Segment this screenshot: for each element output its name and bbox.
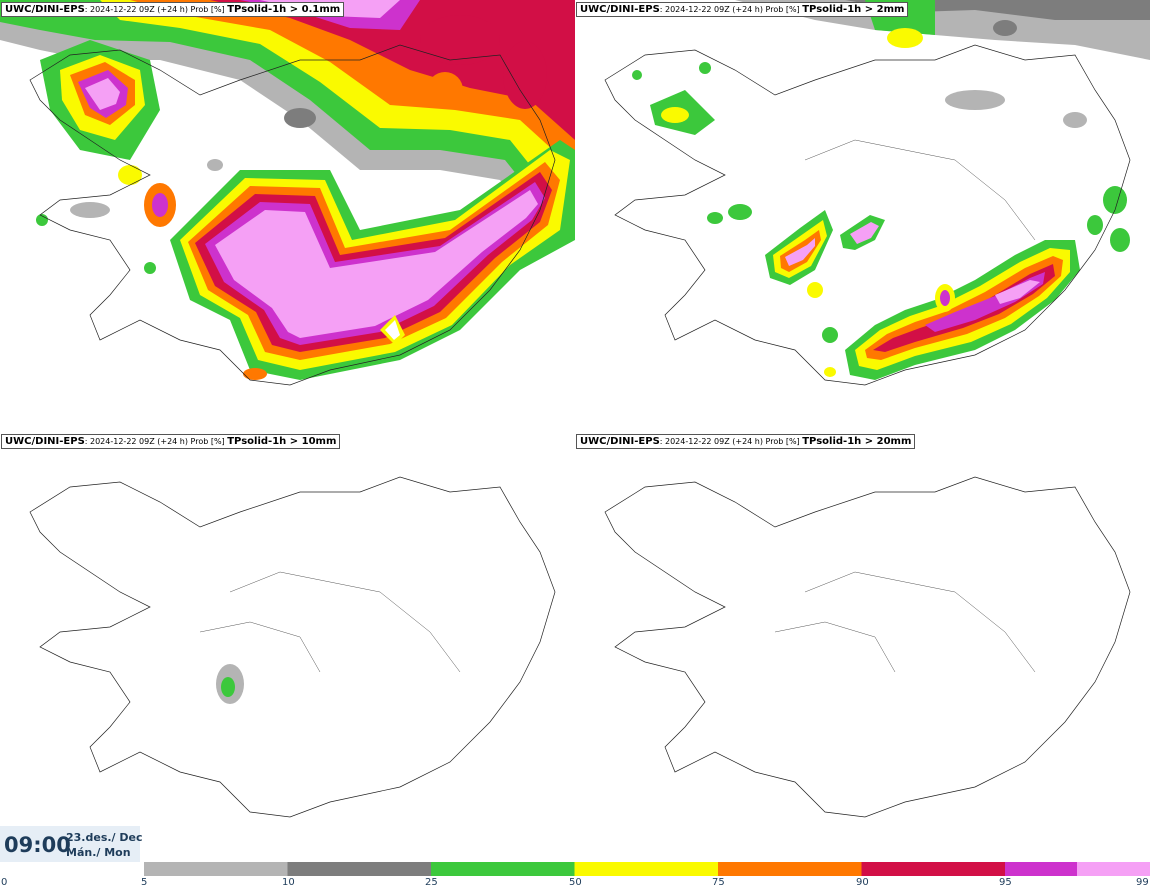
colorbar-segment [1005, 862, 1077, 876]
colorbar-segment [144, 862, 288, 876]
variable-label: TPsolid-1h > 20mm [802, 436, 912, 447]
map-panel-10mm: UWC/DINI-EPS: 2024-12-22 09Z (+24 h) Pro… [0, 432, 575, 864]
colorbar-segment [574, 862, 718, 876]
valid-time: 09:00 [4, 833, 71, 857]
variable-label: TPsolid-1h > 0.1mm [227, 4, 341, 15]
colorbar-segment [718, 862, 862, 876]
colorbar-tick: 95 [999, 877, 1012, 888]
colorbar-segment [431, 862, 575, 876]
panel-title: UWC/DINI-EPS: 2024-12-22 09Z (+24 h) Pro… [1, 434, 341, 449]
model-name: UWC/DINI-EPS [5, 436, 85, 447]
variable-label: TPsolid-1h > 2mm [802, 4, 905, 15]
colorbar-tick: 75 [712, 877, 725, 888]
colorbar-segment [1077, 862, 1150, 876]
colorbar-tick: 5 [141, 877, 148, 888]
colorbar-tick: 0 [1, 877, 8, 888]
colorbar-tick: 99 [1136, 877, 1149, 888]
time-box [0, 826, 140, 862]
map-panel-0p1mm: UWC/DINI-EPS: 2024-12-22 09Z (+24 h) Pro… [0, 0, 575, 432]
panel-title: UWC/DINI-EPS: 2024-12-22 09Z (+24 h) Pro… [576, 2, 909, 17]
colorbar-tick: 90 [856, 877, 869, 888]
panel-title: UWC/DINI-EPS: 2024-12-22 09Z (+24 h) Pro… [576, 434, 916, 449]
probability-map-0p1mm [0, 0, 575, 386]
colorbar-segment [0, 862, 144, 876]
probability-map-2mm [604, 0, 1150, 386]
variable-label: TPsolid-1h > 10mm [227, 436, 337, 447]
colorbar-tick: 25 [425, 877, 438, 888]
colorbar-tick: 10 [282, 877, 295, 888]
model-name: UWC/DINI-EPS [580, 4, 660, 15]
colorbar-segment [861, 862, 1005, 876]
colorbar-tick: 50 [569, 877, 582, 888]
run-info: : 2024-12-22 09Z (+24 h) Prob [%] [84, 437, 228, 446]
map-panel-20mm: UWC/DINI-EPS: 2024-12-22 09Z (+24 h) Pro… [575, 432, 1150, 864]
run-info: : 2024-12-22 09Z (+24 h) Prob [%] [84, 5, 228, 14]
panel-title: UWC/DINI-EPS: 2024-12-22 09Z (+24 h) Pro… [1, 2, 345, 17]
probability-map-20mm [604, 476, 1131, 818]
run-info: : 2024-12-22 09Z (+24 h) Prob [%] [659, 437, 803, 446]
model-name: UWC/DINI-EPS [580, 436, 660, 447]
probability-colorbar [0, 862, 1150, 876]
colorbar-segment [287, 862, 431, 876]
run-info: : 2024-12-22 09Z (+24 h) Prob [%] [659, 5, 803, 14]
probability-map-10mm [29, 476, 556, 818]
valid-weekday: Mán./ Mon [66, 846, 131, 859]
model-name: UWC/DINI-EPS [5, 4, 85, 15]
valid-date: 23.des./ Dec [66, 831, 143, 844]
map-panel-2mm: UWC/DINI-EPS: 2024-12-22 09Z (+24 h) Pro… [575, 0, 1150, 432]
